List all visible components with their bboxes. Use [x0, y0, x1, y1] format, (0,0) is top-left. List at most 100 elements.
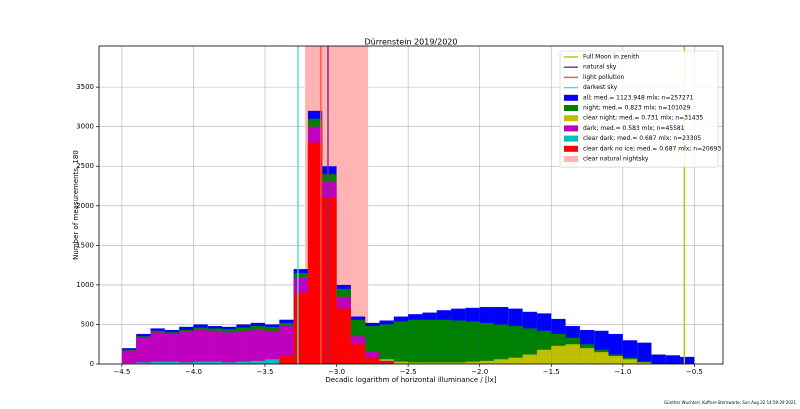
bar: [637, 362, 652, 364]
bar: [136, 337, 151, 364]
bar: [408, 362, 423, 364]
legend-label: clear dark; med.= 0.687 mlx; n=23305: [583, 135, 701, 142]
bar: [222, 362, 237, 364]
chart-title: Dürrenstein 2019/2020: [365, 38, 458, 47]
bar: [665, 355, 681, 364]
legend-label: clear night; med.= 0.731 mlx; n=31435: [583, 115, 703, 122]
bar: [465, 321, 480, 364]
x-tick-label: −2.5: [400, 368, 417, 376]
x-axis-label: Decadic logarithm of horizontal illumina…: [325, 376, 496, 384]
bar: [350, 344, 366, 364]
legend-label: night; med.= 0.823 mlx; n=101029: [583, 105, 691, 112]
bar: [508, 357, 523, 364]
bar: [551, 345, 566, 364]
bar: [479, 360, 495, 364]
bar: [608, 356, 623, 364]
legend-swatch: [564, 125, 578, 132]
bar: [236, 330, 251, 364]
bar: [536, 349, 552, 364]
y-tick-label: 1500: [76, 241, 94, 249]
bar: [307, 142, 323, 364]
x-tick-label: −1.0: [614, 368, 631, 376]
bar: [150, 332, 165, 364]
legend-label: dark; med.= 0.583 mlx; n=45581: [583, 125, 685, 132]
y-tick-label: 1000: [76, 281, 94, 289]
bar: [393, 361, 409, 364]
bar: [565, 344, 580, 364]
bar: [379, 362, 394, 364]
legend-swatch: [564, 156, 578, 162]
bar: [207, 330, 223, 364]
bar: [279, 326, 294, 364]
bar: [150, 361, 165, 364]
bar: [207, 361, 223, 364]
bar: [436, 319, 452, 364]
bar: [622, 359, 638, 364]
bar: [250, 329, 266, 364]
x-tick-label: −1.5: [543, 368, 560, 376]
x-tick-label: −3.5: [257, 368, 274, 376]
bar: [451, 320, 466, 364]
y-axis-label: Number of measurements, 180: [72, 150, 80, 260]
legend-swatch: [564, 145, 578, 152]
bar: [393, 321, 409, 364]
bar: [422, 362, 437, 364]
bar: [365, 357, 380, 364]
bar: [508, 326, 523, 364]
bar: [637, 342, 652, 364]
bar: [322, 197, 337, 364]
legend-label: natural sky: [583, 64, 617, 71]
bar: [193, 361, 208, 364]
legend-label: light pollution: [583, 74, 625, 81]
legend-label: all; med.= 1123.948 mlx; n=257271: [583, 94, 694, 101]
bar: [279, 356, 294, 364]
bar: [579, 348, 595, 364]
y-tick-label: 500: [81, 320, 94, 328]
plot-frame: [98, 45, 724, 365]
footer: Günther Wuchterl, Kuffner-Sternwarte, Su…: [664, 400, 796, 405]
bar: [436, 362, 452, 364]
bar: [236, 361, 251, 364]
legend-box: [559, 50, 719, 168]
bar: [479, 322, 495, 364]
bar: [164, 333, 180, 364]
x-tick-label: −4.5: [113, 368, 130, 376]
bar: [408, 319, 423, 364]
bar: [136, 362, 151, 364]
bar: [651, 354, 666, 364]
legend-label: clear dark no ice; med.= 0.687 mlx; n=20…: [583, 145, 721, 152]
bar: [336, 308, 351, 364]
x-tick-label: −2.0: [471, 368, 488, 376]
y-tick-label: 2500: [76, 162, 94, 170]
y-tick-label: 2000: [76, 202, 94, 210]
bar: [594, 352, 609, 364]
bar: [179, 331, 194, 364]
bar: [164, 361, 180, 364]
bar: [293, 292, 308, 364]
y-tick-label: 3500: [76, 83, 94, 91]
legend-swatch: [564, 135, 578, 142]
legend-label: clear natural nightsky: [583, 156, 649, 163]
bar: [379, 324, 394, 364]
bar: [465, 361, 480, 364]
bar: [265, 330, 280, 364]
x-tick-label: −0.5: [686, 368, 703, 376]
bar: [680, 356, 695, 364]
bar: [522, 354, 537, 364]
legend-label: Full Moon in zenith: [583, 54, 639, 61]
legend-swatch: [564, 115, 578, 122]
y-tick-label: 3000: [76, 123, 94, 131]
legend-swatch: [564, 94, 578, 101]
bar: [179, 362, 194, 364]
y-tick-label: 0: [90, 360, 94, 368]
bar: [494, 359, 509, 364]
x-tick-label: −3.0: [328, 368, 345, 376]
x-tick-label: −4.0: [185, 368, 202, 376]
bar: [422, 319, 437, 364]
bar: [250, 360, 266, 364]
bar: [193, 329, 208, 364]
legend-swatch: [564, 105, 578, 111]
bar: [222, 332, 237, 364]
bar: [265, 359, 280, 364]
